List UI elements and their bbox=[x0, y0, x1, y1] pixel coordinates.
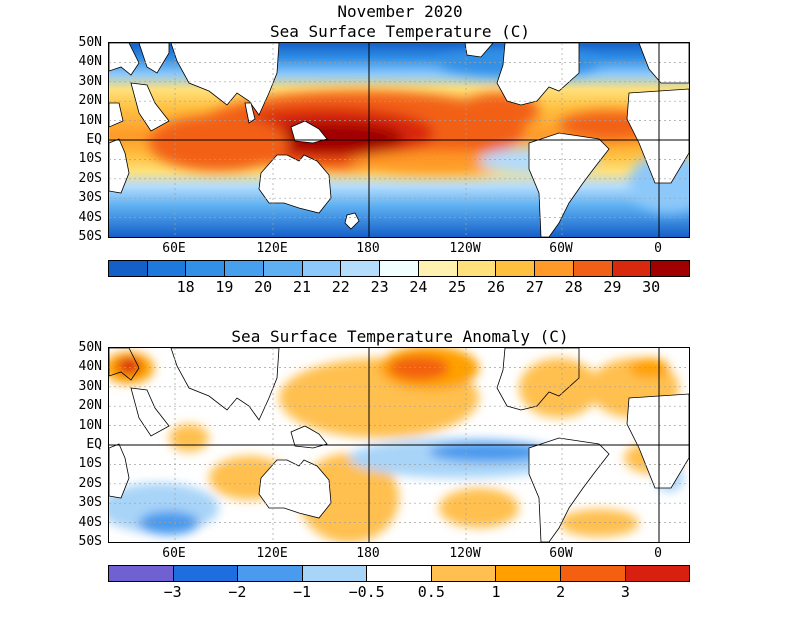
colorbar-label: 2 bbox=[556, 583, 566, 601]
colorbar-swatch bbox=[380, 261, 419, 276]
latitude-label: 10N bbox=[78, 112, 102, 128]
longitude-label: 60E bbox=[162, 241, 186, 256]
latitude-label: 40N bbox=[78, 54, 102, 70]
colorbar-swatch bbox=[612, 261, 652, 276]
latitude-label: EQ bbox=[86, 437, 102, 452]
longitude-label: 120E bbox=[256, 241, 288, 256]
latitude-label: 20N bbox=[78, 93, 102, 109]
latitude-label: 10S bbox=[78, 456, 102, 472]
longitude-label: 60W bbox=[549, 241, 573, 256]
colorbar-swatch bbox=[147, 261, 187, 276]
latitude-label: 40S bbox=[78, 514, 102, 530]
colorbar-swatch bbox=[341, 261, 381, 276]
colorbar-swatch bbox=[109, 261, 148, 276]
colorbar-swatch bbox=[625, 566, 690, 581]
sst-map-title: Sea Surface Temperature (C) bbox=[269, 22, 531, 41]
colorbar-swatch bbox=[431, 566, 497, 581]
latitude-label: 40N bbox=[78, 359, 102, 375]
sst-colorbar bbox=[108, 260, 690, 277]
longitude-label: 60E bbox=[162, 546, 186, 561]
latitude-label: 20S bbox=[78, 170, 102, 186]
latitude-label: 10N bbox=[78, 417, 102, 433]
longitude-label: 0 bbox=[654, 546, 662, 561]
colorbar-label: 29 bbox=[603, 278, 622, 296]
longitude-label: 180 bbox=[356, 546, 380, 561]
colorbar-swatch bbox=[496, 566, 561, 581]
colorbar-swatch bbox=[263, 261, 303, 276]
colorbar-label: −0.5 bbox=[348, 583, 385, 601]
colorbar-label: 30 bbox=[642, 278, 661, 296]
graticule bbox=[109, 348, 689, 542]
latitude-label: 30N bbox=[78, 378, 102, 394]
sst-field bbox=[109, 43, 689, 237]
colorbar-swatch bbox=[457, 261, 497, 276]
colorbar-swatch bbox=[225, 261, 264, 276]
land-masses bbox=[109, 43, 689, 237]
latitude-label: 30S bbox=[78, 495, 102, 511]
colorbar-swatch bbox=[418, 261, 458, 276]
colorbar-swatch bbox=[535, 261, 574, 276]
latitude-label: 30S bbox=[78, 190, 102, 206]
anomaly-map-title: Sea Surface Temperature Anomaly (C) bbox=[231, 327, 569, 346]
colorbar-label: 0.5 bbox=[417, 583, 445, 601]
anomaly-colorbar bbox=[108, 565, 690, 582]
longitude-label: 60W bbox=[549, 546, 573, 561]
longitude-label: 0 bbox=[654, 241, 662, 256]
latitude-label: 30N bbox=[78, 73, 102, 89]
colorbar-label: 28 bbox=[564, 278, 583, 296]
colorbar-label: 1 bbox=[491, 583, 501, 601]
longitude-label: 180 bbox=[356, 241, 380, 256]
colorbar-label: −1 bbox=[292, 583, 312, 601]
colorbar-label: −3 bbox=[163, 583, 182, 601]
latitude-label: 20N bbox=[78, 398, 102, 414]
colorbar-label: 23 bbox=[370, 278, 389, 296]
colorbar-swatch bbox=[496, 261, 536, 276]
longitude-label: 120E bbox=[256, 546, 288, 561]
colorbar-label: 18 bbox=[176, 278, 195, 296]
land-masses bbox=[109, 348, 689, 542]
colorbar-label: −2 bbox=[228, 583, 247, 601]
latitude-label: 40S bbox=[78, 209, 102, 225]
colorbar-swatch bbox=[302, 566, 368, 581]
graticule bbox=[109, 43, 689, 237]
colorbar-label: 3 bbox=[620, 583, 630, 601]
colorbar-swatch bbox=[573, 261, 613, 276]
latitude-label: 10S bbox=[78, 151, 102, 167]
colorbar-swatch bbox=[238, 566, 303, 581]
anomaly-map bbox=[108, 347, 690, 543]
colorbar-swatch bbox=[651, 261, 690, 276]
sst-map bbox=[108, 42, 690, 238]
reference-lines bbox=[109, 348, 689, 542]
colorbar-swatch bbox=[186, 261, 226, 276]
longitude-label: 120W bbox=[449, 241, 481, 256]
latitude-label: 50N bbox=[78, 340, 102, 355]
colorbar-label: 25 bbox=[448, 278, 467, 296]
latitude-label: 50S bbox=[78, 229, 102, 244]
colorbar-label: 24 bbox=[409, 278, 428, 296]
reference-lines bbox=[109, 43, 689, 237]
colorbar-swatch bbox=[109, 566, 174, 581]
longitude-label: 120W bbox=[449, 546, 481, 561]
colorbar-label: 21 bbox=[292, 278, 312, 296]
colorbar-label: 19 bbox=[215, 278, 234, 296]
latitude-label: EQ bbox=[86, 132, 102, 147]
figure-date-title: November 2020 bbox=[337, 2, 463, 21]
colorbar-swatch bbox=[560, 566, 626, 581]
colorbar-label: 27 bbox=[525, 278, 544, 296]
anomaly-field bbox=[109, 348, 689, 542]
colorbar-swatch bbox=[173, 566, 239, 581]
colorbar-label: 20 bbox=[254, 278, 273, 296]
colorbar-swatch bbox=[367, 566, 432, 581]
colorbar-label: 26 bbox=[486, 278, 506, 296]
colorbar-swatch bbox=[302, 261, 342, 276]
latitude-label: 50S bbox=[78, 534, 102, 549]
latitude-label: 20S bbox=[78, 475, 102, 491]
latitude-label: 50N bbox=[78, 35, 102, 50]
colorbar-label: 22 bbox=[331, 278, 350, 296]
